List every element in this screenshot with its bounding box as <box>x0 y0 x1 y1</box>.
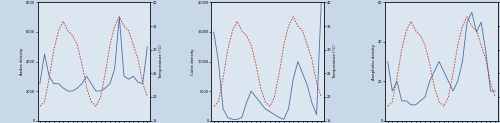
Y-axis label: Culex density: Culex density <box>192 48 196 75</box>
Y-axis label: Anopheles density: Anopheles density <box>372 44 376 79</box>
Y-axis label: Temperature (°C): Temperature (°C) <box>333 45 337 78</box>
Y-axis label: Temperature (°C): Temperature (°C) <box>159 45 163 78</box>
Y-axis label: Aedes density: Aedes density <box>20 48 24 75</box>
